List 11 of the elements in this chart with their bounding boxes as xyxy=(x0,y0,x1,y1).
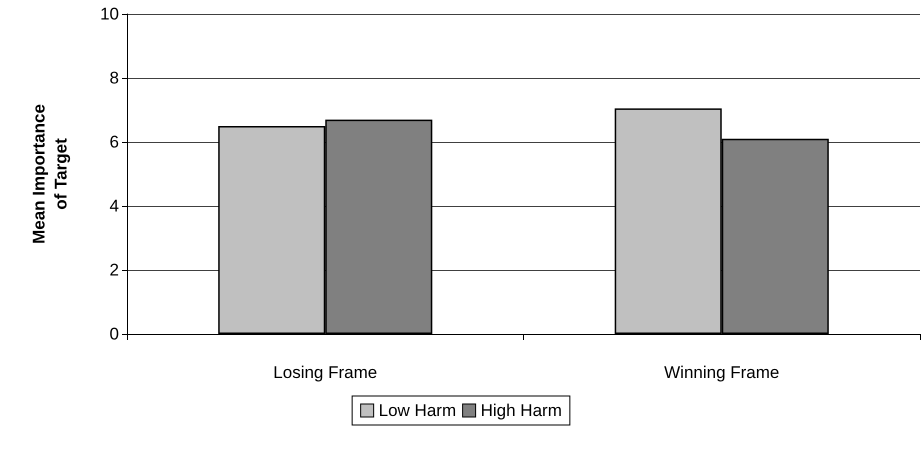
y-tick-label: 0 xyxy=(110,324,119,344)
y-tick-label: 8 xyxy=(110,68,119,88)
y-axis-title: Mean Importance of Target xyxy=(30,104,70,244)
y-tick-label: 2 xyxy=(110,260,119,280)
y-tick-label: 4 xyxy=(110,196,119,216)
legend-label: High Harm xyxy=(480,401,562,420)
x-tick-label: Losing Frame xyxy=(273,363,378,382)
x-tick-label: Winning Frame xyxy=(664,363,780,382)
y-tick-label: 6 xyxy=(110,132,119,152)
y-tick-label: 10 xyxy=(100,4,119,24)
legend-label: Low Harm xyxy=(378,401,456,420)
